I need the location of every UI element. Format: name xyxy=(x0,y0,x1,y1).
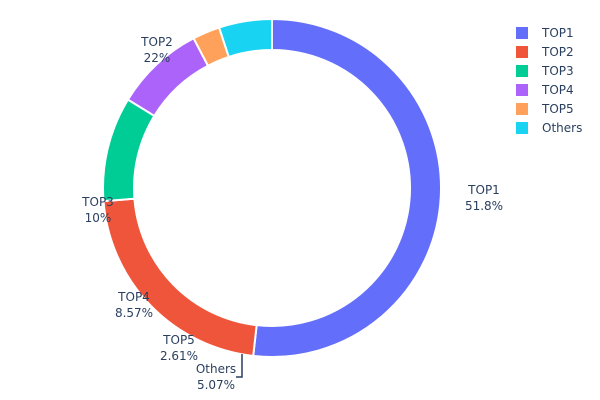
legend-item-top2[interactable]: TOP2 xyxy=(516,45,574,59)
legend-swatch xyxy=(516,65,528,77)
donut-slices xyxy=(102,17,442,358)
slice-others[interactable] xyxy=(217,17,273,59)
slice-label-name: TOP5 xyxy=(162,333,195,347)
legend-item-top1[interactable]: TOP1 xyxy=(516,26,574,40)
slice-label-name: TOP3 xyxy=(81,195,114,209)
slice-label-percent: 8.57% xyxy=(115,306,153,320)
legend-label: TOP3 xyxy=(541,64,574,78)
legend: TOP1 TOP2 TOP3 TOP4 TOP5 Others xyxy=(516,26,582,135)
legend-swatch xyxy=(516,46,528,58)
slice-label-name: TOP2 xyxy=(140,35,173,49)
slice-top4[interactable] xyxy=(126,36,210,118)
legend-item-top4[interactable]: TOP4 xyxy=(516,83,574,97)
slice-label-percent: 5.07% xyxy=(197,378,235,392)
legend-swatch xyxy=(516,122,528,134)
legend-item-top5[interactable]: TOP5 xyxy=(516,102,574,116)
slice-label-others: Others 5.07% xyxy=(196,362,236,392)
legend-item-top3[interactable]: TOP3 xyxy=(516,64,574,78)
legend-label: TOP4 xyxy=(541,83,574,97)
slice-label-percent: 2.61% xyxy=(160,349,198,363)
slice-label-percent: 10% xyxy=(85,211,112,225)
legend-label: TOP5 xyxy=(541,102,574,116)
legend-label: TOP2 xyxy=(541,45,574,59)
legend-swatch xyxy=(516,84,528,96)
slice-label-percent: 51.8% xyxy=(465,199,503,213)
others-leader-line xyxy=(236,354,243,378)
slice-label-top1: TOP1 51.8% xyxy=(465,183,503,213)
legend-item-others[interactable]: Others xyxy=(516,121,582,135)
slice-label-top3: TOP3 10% xyxy=(81,195,114,225)
slice-label-top5: TOP5 2.61% xyxy=(160,333,198,363)
slice-label-name: TOP1 xyxy=(467,183,500,197)
slice-label-name: TOP4 xyxy=(117,290,150,304)
slice-top1[interactable] xyxy=(252,17,442,358)
slice-top3[interactable] xyxy=(102,98,156,203)
slice-label-name: Others xyxy=(196,362,236,376)
slice-label-top2: TOP2 22% xyxy=(140,35,173,65)
legend-label: TOP1 xyxy=(541,26,574,40)
legend-swatch xyxy=(516,103,528,115)
slice-labels: TOP1 51.8% TOP2 22% TOP3 10% TOP4 8.57% TOP5 2.61… xyxy=(81,35,503,392)
slice-label-top4: TOP4 8.57% xyxy=(115,290,153,320)
legend-swatch xyxy=(516,27,528,39)
legend-label: Others xyxy=(542,121,582,135)
slice-label-percent: 22% xyxy=(144,51,171,65)
